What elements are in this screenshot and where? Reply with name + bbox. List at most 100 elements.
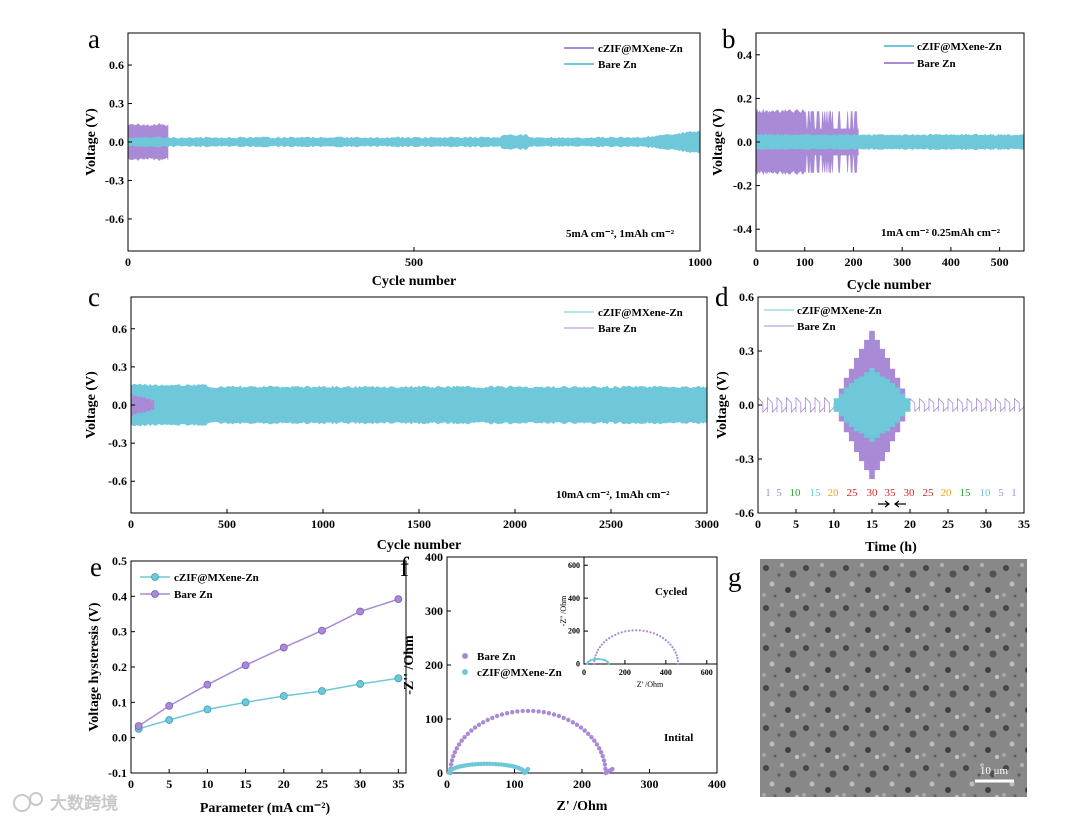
watermark-logo-icon: [13, 794, 31, 812]
chart-b-annotation: 1mA cm⁻² 0.25mAh cm⁻²: [881, 227, 1001, 239]
nyquist-point: [600, 754, 605, 759]
legend-marker: [462, 669, 468, 675]
legend-label: cZIF@MXene-Zn: [174, 572, 259, 584]
x-tick-label: 35: [1018, 517, 1030, 531]
series-czif-d: [859, 376, 865, 434]
inset-point: [676, 660, 680, 663]
inset-point: [598, 646, 602, 649]
legend-marker: [462, 653, 468, 659]
x-tick-label: 600: [701, 668, 713, 677]
y-tick-label: 400: [568, 594, 580, 603]
nyquist-point: [510, 710, 515, 715]
x-tick-label: 200: [619, 668, 631, 677]
chart-c-xlabel: Cycle number: [377, 538, 461, 553]
chart-e-plot: [134, 595, 403, 733]
legend-label: Bare Zn: [917, 58, 956, 70]
y-tick-label: 0.6: [109, 58, 124, 72]
nyquist-point: [603, 766, 608, 771]
nyquist-point: [598, 750, 604, 755]
y-tick-label: 0.0: [112, 398, 127, 412]
inset-point: [662, 637, 665, 640]
x-tick-label: 500: [218, 517, 236, 531]
chart-b: 0 100 200 300 400 500 -0.4 -0.2 0.0 0.2 0.4 Cycle …: [711, 32, 1025, 293]
x-tick-label: 100: [796, 255, 814, 269]
nyquist-point: [462, 735, 467, 740]
series-line: [138, 598, 399, 727]
x-tick-label: 0: [128, 517, 134, 531]
x-tick-label: 10: [201, 777, 213, 791]
nyquist-point: [481, 720, 486, 725]
y-tick-label: 0.1: [112, 695, 127, 709]
legend-label: cZIF@MXene-Zn: [917, 41, 1002, 53]
nyquist-point: [454, 746, 459, 751]
scale-bar-label: 10 μm: [980, 765, 1009, 777]
x-tick-label: 10: [828, 517, 840, 531]
x-tick-label: 100: [506, 777, 524, 791]
nyquist-point: [504, 711, 510, 716]
chart-b-plot: [756, 108, 1024, 176]
nyquist-point: [556, 713, 562, 719]
legend-label: cZIF@MXene-Zn: [598, 307, 683, 319]
inset-point: [631, 629, 634, 632]
nyquist-point: [499, 712, 505, 717]
x-tick-label: 0: [753, 255, 759, 269]
data-point: [394, 674, 403, 683]
x-tick-label: 15: [866, 517, 878, 531]
data-point: [318, 687, 326, 695]
nyquist-point: [456, 742, 462, 747]
series-czif-d: [904, 398, 911, 412]
panel-label-c: c: [88, 282, 100, 312]
inset-point: [595, 651, 598, 654]
rate-label: 1: [765, 487, 771, 499]
chart-e-xlabel: Parameter (mA cm⁻²): [200, 801, 331, 816]
nyquist-point: [541, 710, 546, 715]
inset-point: [649, 631, 652, 634]
rate-label: 20: [941, 487, 953, 499]
nyquist-point: [589, 735, 594, 740]
x-tick-label: 400: [660, 668, 672, 677]
chart-e-ticks: 0 5 10 15 20 25 30 35 -0.1 0.0 0.1 0.2 0.3 0.4 0.5: [108, 554, 404, 791]
chart-a-legend: cZIF@MXene-Zn Bare Zn: [564, 43, 683, 71]
inset-ticks: 0 200 400 600 0 200 400 600: [568, 561, 713, 677]
y-tick-label: 0.3: [112, 360, 127, 374]
nyquist-point: [566, 717, 571, 723]
rate-label: 10: [790, 487, 802, 499]
data-point: [203, 705, 212, 714]
y-tick-label: 0.5: [112, 554, 127, 568]
inset-point: [593, 662, 596, 666]
x-tick-label: 20: [278, 777, 290, 791]
nyquist-point: [536, 709, 541, 714]
nyquist-point: [451, 754, 456, 759]
series-line: [138, 677, 399, 730]
chart-d-plot: [758, 330, 1024, 480]
legend-marker: [151, 590, 159, 598]
chart-a-xlabel: Cycle number: [372, 274, 456, 289]
series-czif-d: [869, 368, 875, 442]
panel-label-g: g: [728, 562, 742, 592]
y-tick-label: -0.4: [733, 222, 752, 236]
inset-point: [593, 660, 596, 663]
y-tick-label: -0.3: [735, 452, 754, 466]
nyquist-point: [610, 766, 615, 772]
rate-label: 1: [1011, 487, 1017, 499]
x-tick-label: 0: [444, 777, 450, 791]
x-tick-label: 20: [904, 517, 916, 531]
rate-label: 30: [904, 487, 916, 499]
inset-point: [598, 658, 601, 661]
chart-b-ylabel: Voltage (V): [711, 108, 726, 176]
series-czif-d: [838, 393, 845, 417]
legend-label: Bare Zn: [174, 589, 213, 601]
series-czif-a: [128, 130, 700, 154]
x-tick-label: 2500: [599, 517, 623, 531]
inset-point: [617, 632, 620, 635]
nyquist-point: [531, 708, 536, 714]
data-point: [394, 595, 403, 604]
y-tick-label: 200: [568, 627, 580, 636]
data-point: [356, 607, 365, 616]
x-tick-label: 1500: [407, 517, 431, 531]
series-bare-zn-d: [758, 396, 1024, 414]
chart-b-xlabel: Cycle number: [847, 278, 931, 293]
inset-xlabel: Z' /Ohm: [637, 680, 664, 689]
y-tick-label: 600: [568, 561, 580, 570]
